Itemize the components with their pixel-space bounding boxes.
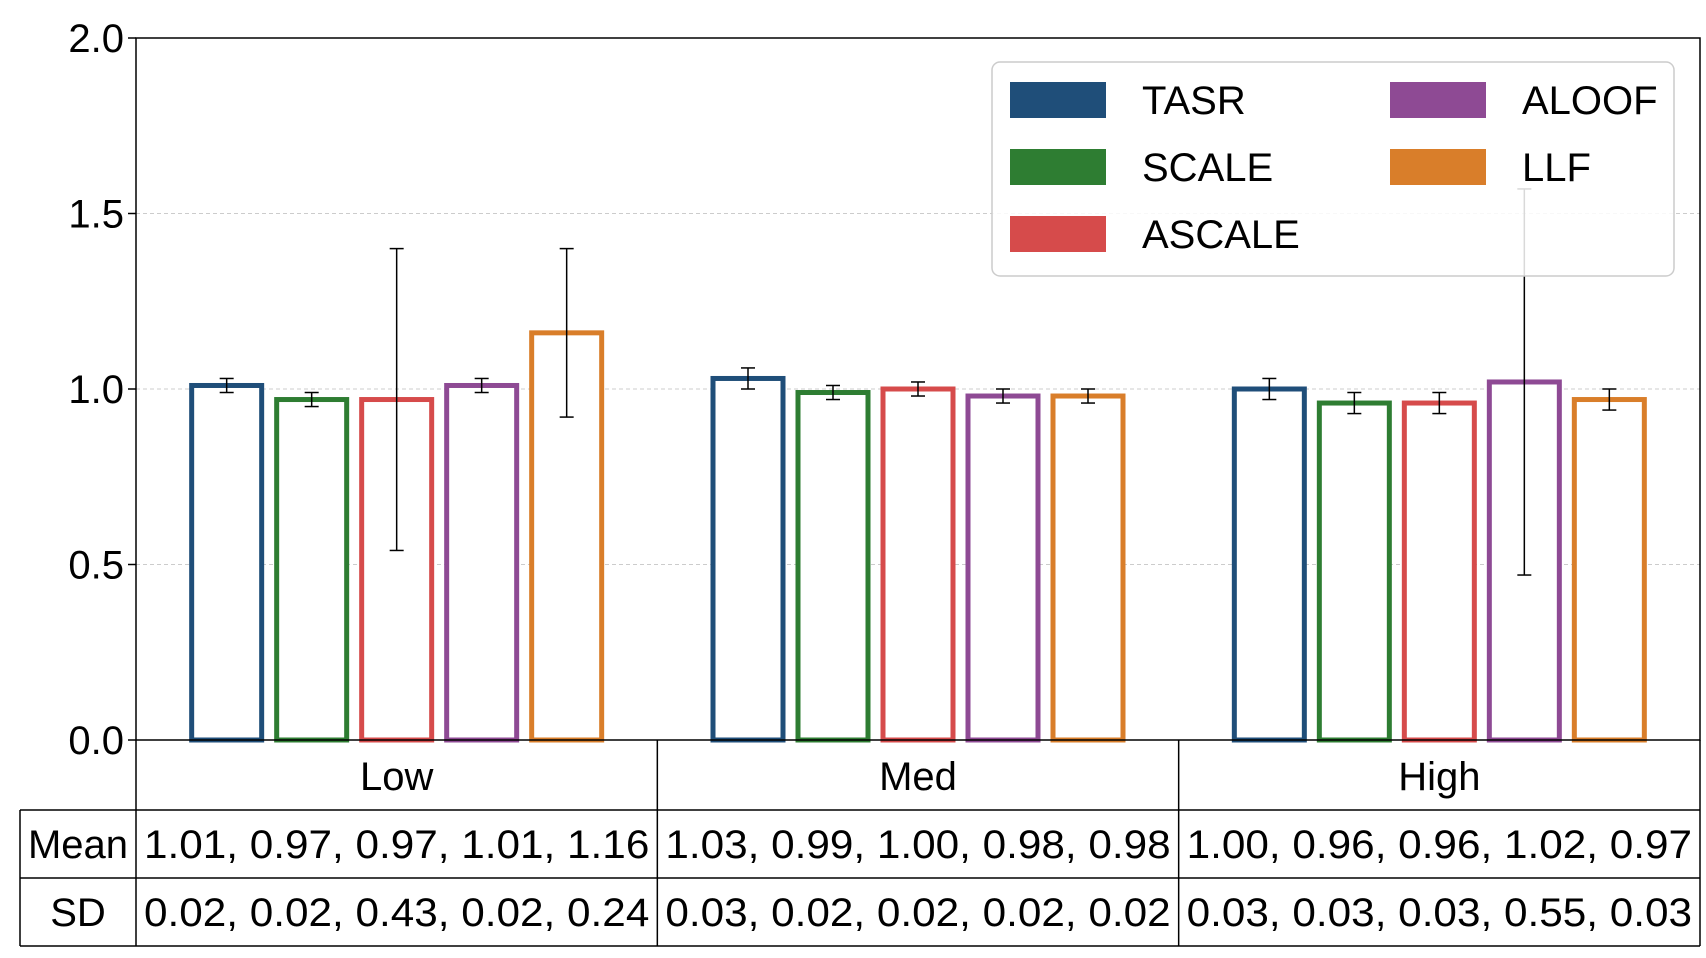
- error-bar-scale-high: [1347, 391, 1362, 415]
- bar-tasr-med: [710, 375, 786, 743]
- table-cell: 1.00, 0.96, 0.96, 1.02, 0.97: [1187, 823, 1692, 867]
- bar-ascale-med: [880, 386, 956, 743]
- y-tick-label: 2.0: [68, 17, 124, 61]
- legend-item-scale: SCALE: [1010, 146, 1273, 190]
- legend-label: LLF: [1522, 146, 1591, 190]
- table-cell: 1.03, 0.99, 1.00, 0.98, 0.98: [665, 823, 1170, 867]
- legend-label: ALOOF: [1522, 79, 1658, 123]
- error-bar-ascale-med: [911, 381, 925, 397]
- bar-scale-med: [795, 390, 871, 743]
- error-bar-llf-med: [1081, 388, 1095, 404]
- table-cell: 0.03, 0.02, 0.02, 0.02, 0.02: [665, 891, 1170, 935]
- legend-swatch: [1390, 149, 1486, 185]
- legend-label: ASCALE: [1142, 213, 1300, 257]
- bar-tasr-low: [189, 382, 265, 743]
- y-tick-label: 1.0: [68, 368, 124, 412]
- error-bar-tasr-med: [741, 367, 755, 390]
- x-category-label-high: High: [1398, 755, 1480, 799]
- legend-label: TASR: [1142, 79, 1246, 123]
- bar-aloof-med: [965, 393, 1041, 743]
- bar-ascale-high: [1401, 400, 1477, 743]
- legend-swatch: [1390, 82, 1486, 118]
- y-tick-label: 0.5: [68, 544, 124, 588]
- error-bar-ascale-low: [389, 247, 404, 552]
- error-bar-ascale-high: [1432, 391, 1447, 415]
- legend: TASR SCALE ASCALE ALOOF LLF: [991, 61, 1675, 277]
- legend-swatch: [1010, 149, 1106, 185]
- error-bar-aloof-low: [474, 377, 489, 394]
- legend-label: SCALE: [1142, 146, 1273, 190]
- error-bar-aloof-med: [996, 388, 1010, 404]
- x-category-label-low: Low: [360, 755, 433, 799]
- bar-llf-med: [1050, 393, 1126, 743]
- error-bar-scale-low: [304, 391, 319, 408]
- bar-tasr-high: [1231, 386, 1307, 743]
- legend-item-tasr: TASR: [1010, 79, 1246, 123]
- bar-llf-high: [1571, 397, 1647, 743]
- bar-scale-low: [274, 397, 350, 743]
- table-cell: 1.01, 0.97, 0.97, 1.01, 1.16: [144, 823, 649, 867]
- error-bar-llf-high: [1602, 388, 1617, 411]
- legend-item-llf: LLF: [1390, 146, 1591, 190]
- legend-box: [991, 61, 1675, 277]
- table-row-label-mean: Mean: [28, 823, 128, 867]
- x-category-label-med: Med: [879, 755, 957, 799]
- y-tick-label: 0.0: [68, 719, 124, 763]
- legend-swatch: [1010, 216, 1106, 252]
- error-bar-scale-med: [826, 384, 840, 401]
- legend-item-ascale: ASCALE: [1010, 213, 1300, 257]
- table-row-label-sd: SD: [50, 891, 106, 935]
- error-bar-tasr-high: [1262, 377, 1277, 401]
- legend-item-aloof: ALOOF: [1390, 79, 1658, 123]
- bar-scale-high: [1316, 400, 1392, 743]
- y-tick-label: 1.5: [68, 193, 124, 237]
- error-bar-tasr-low: [219, 377, 234, 394]
- table-cell: 0.02, 0.02, 0.43, 0.02, 0.24: [144, 891, 649, 935]
- error-bar-llf-low: [559, 247, 574, 418]
- table-cell: 0.03, 0.03, 0.03, 0.55, 0.03: [1187, 891, 1692, 935]
- y-ticks: 0.0 0.5 1.0 1.5 2.0: [68, 17, 136, 763]
- legend-swatch: [1010, 82, 1106, 118]
- data-table: Low Med High Mean 1.01, 0.97, 0.97, 1.01, 1.…: [19, 740, 1701, 947]
- bar-aloof-low: [444, 382, 520, 743]
